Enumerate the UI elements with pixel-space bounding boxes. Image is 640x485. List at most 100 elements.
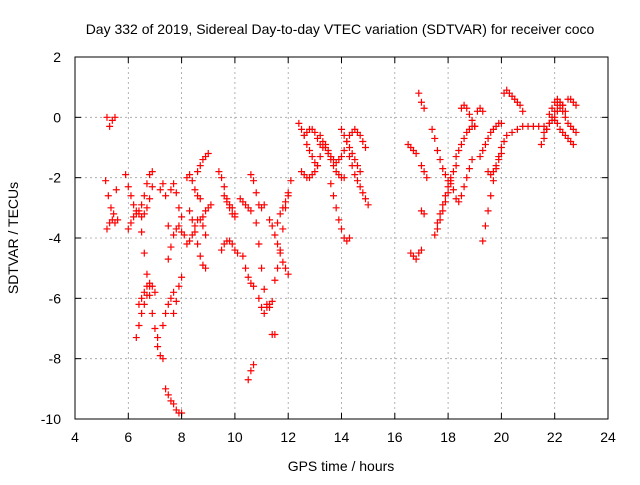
y-tick-label: -4 [49, 230, 62, 246]
data-point [191, 228, 199, 236]
data-point [316, 131, 324, 139]
y-tick-label: 0 [53, 109, 61, 125]
data-point [356, 183, 364, 191]
data-point [244, 376, 252, 384]
data-point [175, 222, 183, 230]
data-point [412, 150, 420, 158]
series-arc-45 [415, 89, 428, 112]
data-point [284, 270, 292, 278]
series-arc-57 [484, 150, 505, 179]
data-point [164, 391, 172, 399]
data-point [423, 174, 431, 182]
data-point [140, 249, 148, 257]
series-arc-3 [103, 216, 122, 233]
data-point [250, 282, 258, 290]
data-point [457, 192, 465, 200]
data-point [306, 147, 314, 155]
data-point [260, 201, 268, 209]
data-point [207, 201, 215, 209]
x-tick-label: 18 [440, 429, 456, 445]
data-point [231, 210, 239, 218]
series-arc-43 [404, 140, 420, 158]
data-point [433, 225, 441, 233]
data-point [513, 125, 521, 133]
series-arc-24 [236, 195, 255, 215]
series-arc-27 [247, 171, 268, 212]
series-arc-20 [199, 201, 215, 221]
series-arc-44 [407, 246, 425, 263]
data-point [444, 183, 452, 191]
data-point [175, 204, 183, 212]
data-point [327, 180, 335, 188]
data-point [295, 119, 303, 127]
data-point [476, 153, 484, 161]
series-arc-19 [194, 150, 212, 176]
data-point [345, 153, 353, 161]
data-point [465, 110, 473, 118]
data-point [311, 128, 319, 136]
data-point [282, 264, 290, 272]
data-point [250, 177, 258, 185]
data-point [135, 207, 143, 215]
data-point [175, 282, 183, 290]
data-point [114, 216, 122, 224]
data-point [479, 147, 487, 155]
data-point [242, 264, 250, 272]
data-point [202, 264, 210, 272]
data-point [356, 168, 364, 176]
data-point [124, 183, 132, 191]
data-point [282, 198, 290, 206]
series-arc-16 [180, 216, 210, 248]
data-point [559, 101, 567, 109]
data-point [308, 153, 316, 161]
data-point [340, 147, 348, 155]
x-tick-label: 6 [124, 429, 132, 445]
series-arc-41 [345, 153, 372, 209]
data-point [164, 300, 172, 308]
data-point [431, 134, 439, 142]
series-arc-63 [551, 116, 577, 148]
data-point [274, 264, 282, 272]
data-point [255, 294, 263, 302]
series-arc-14 [167, 180, 186, 221]
series-arc-5 [124, 168, 156, 233]
data-point [188, 216, 196, 224]
data-point [106, 122, 114, 130]
data-point [417, 162, 425, 170]
series-arc-31 [268, 331, 279, 339]
data-point [463, 104, 471, 112]
data-point [537, 140, 545, 148]
data-point [279, 258, 287, 266]
data-point [151, 325, 159, 332]
data-point [449, 186, 457, 194]
data-point [159, 321, 167, 329]
axis-ticks [74, 56, 609, 420]
data-point [268, 222, 276, 230]
y-tick-label: 2 [53, 49, 61, 65]
data-point [359, 189, 367, 197]
data-point [130, 201, 138, 209]
series-arc-64 [559, 107, 580, 136]
data-point [140, 192, 148, 200]
data-point [247, 207, 255, 215]
x-tick-labels: 4 6 8 10 12 14 16 18 20 22 24 [71, 429, 616, 445]
data-point [151, 288, 159, 296]
data-point [559, 107, 567, 115]
data-point [417, 98, 425, 106]
data-point [194, 240, 202, 248]
data-point [489, 168, 497, 176]
data-point [274, 219, 282, 227]
data-point [468, 156, 476, 164]
data-point [220, 192, 228, 200]
series-arc-25 [239, 252, 258, 290]
x-tick-label: 16 [387, 429, 403, 445]
data-point [287, 177, 295, 185]
data-point [353, 177, 361, 185]
data-point [138, 228, 146, 236]
data-point [170, 400, 178, 408]
data-point [250, 361, 258, 369]
series-arc-15 [170, 273, 186, 317]
data-point [148, 183, 156, 191]
data-point [420, 210, 428, 218]
